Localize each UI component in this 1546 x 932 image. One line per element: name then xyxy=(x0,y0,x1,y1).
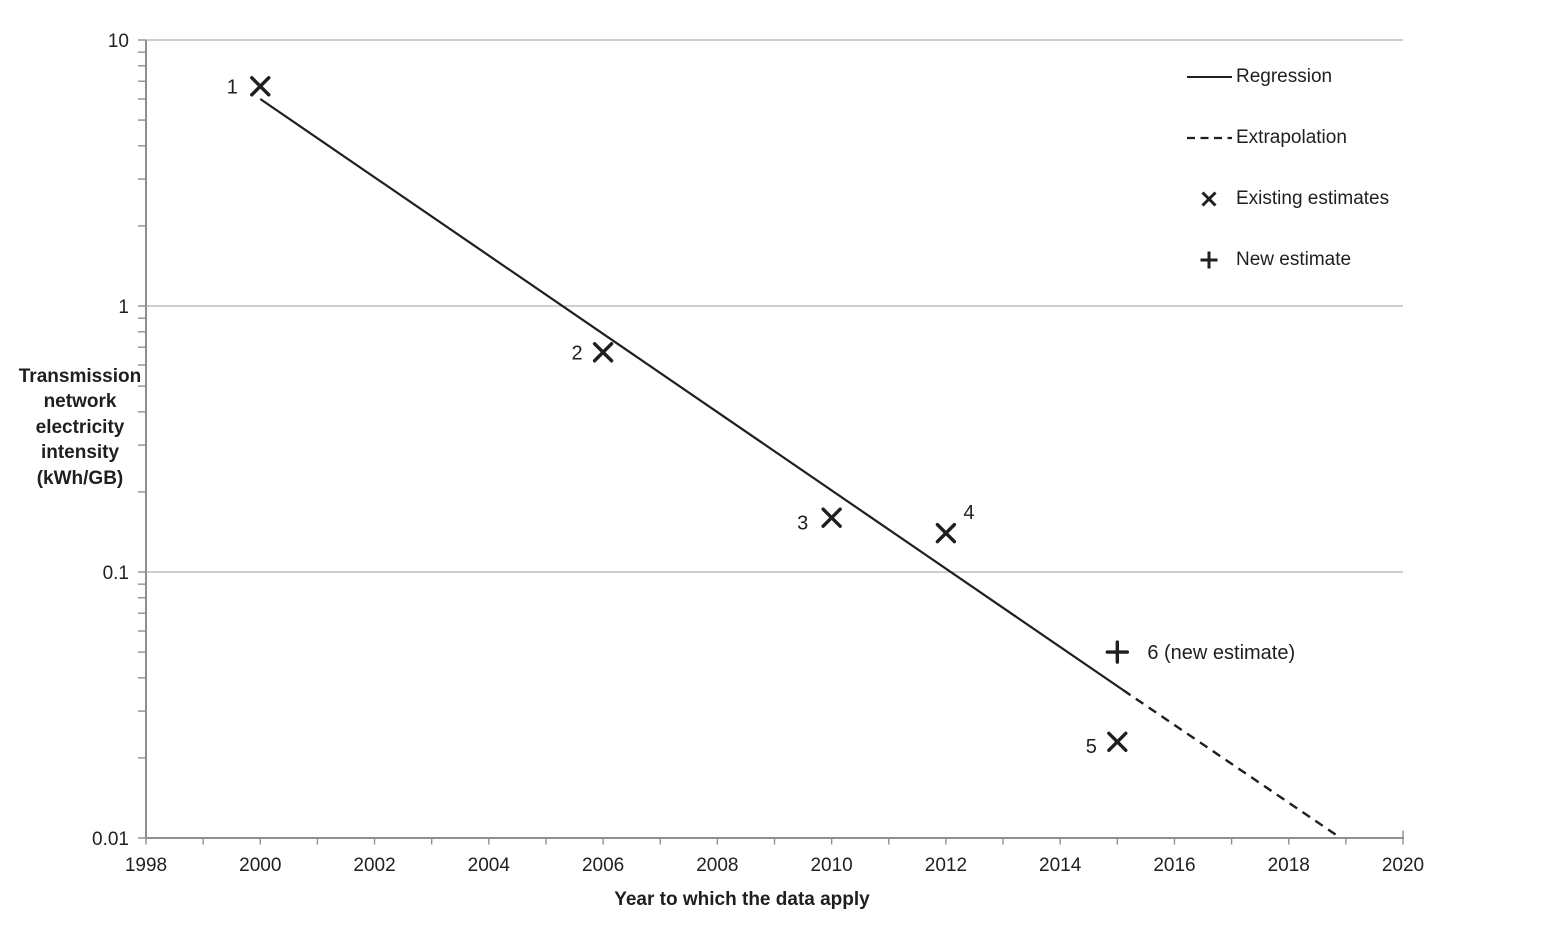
legend-label: Extrapolation xyxy=(1236,126,1347,148)
y-tick-label: 0.1 xyxy=(103,563,129,584)
dashed-line-icon xyxy=(1187,136,1232,139)
legend-item-new-estimate: New estimate xyxy=(1184,229,1389,290)
data-point-label: 3 xyxy=(797,513,808,535)
y-axis-title: Transmission network electricity intensi… xyxy=(18,366,142,489)
legend-item-existing-estimates: Existing estimates xyxy=(1184,168,1389,229)
x-tick-label: 2018 xyxy=(1268,855,1310,876)
data-point-label: 1 xyxy=(227,76,238,98)
legend: Regression Extrapolation Existing estima… xyxy=(1184,46,1389,290)
data-point-label: 6 (new estimate) xyxy=(1147,642,1295,664)
data-point-x-marker xyxy=(935,522,957,544)
x-tick-label: 2002 xyxy=(353,855,395,876)
x-tick-label: 2020 xyxy=(1382,855,1424,876)
legend-item-regression: Regression xyxy=(1184,46,1389,107)
legend-label: Existing estimates xyxy=(1236,187,1390,209)
x-marker-icon xyxy=(1201,190,1217,207)
y-tick-label: 1 xyxy=(118,297,129,318)
regression-line xyxy=(259,98,1124,691)
x-tick-label: 2010 xyxy=(810,855,852,876)
x-tick-label: 2006 xyxy=(582,855,624,876)
y-tick-label: 10 xyxy=(108,31,129,52)
x-axis-title: Year to which the data apply xyxy=(614,889,870,910)
x-tick-label: 2014 xyxy=(1039,855,1082,876)
legend-label: New estimate xyxy=(1236,248,1352,270)
legend-item-extrapolation: Extrapolation xyxy=(1184,107,1389,168)
data-point-label: 5 xyxy=(1086,736,1097,758)
x-tick-label: 1998 xyxy=(125,855,167,876)
data-point-label: 4 xyxy=(963,502,974,524)
x-tick-label: 2012 xyxy=(925,855,967,876)
x-tick-label: 2008 xyxy=(696,855,738,876)
data-point-label: 2 xyxy=(572,342,583,364)
x-tick-label: 2016 xyxy=(1153,855,1195,876)
y-tick-label: 0.01 xyxy=(92,829,129,850)
data-point-x-marker xyxy=(821,507,842,528)
data-point-x-marker xyxy=(1107,731,1128,752)
legend-label: Regression xyxy=(1236,65,1333,87)
data-point-x-marker xyxy=(250,76,271,97)
extrapolation-line xyxy=(1122,689,1338,837)
x-tick-label: 2000 xyxy=(239,855,281,876)
data-point-x-marker xyxy=(592,342,614,363)
plus-marker-icon xyxy=(1200,251,1218,268)
solid-line-icon xyxy=(1187,75,1232,78)
x-tick-label: 2004 xyxy=(468,855,511,876)
